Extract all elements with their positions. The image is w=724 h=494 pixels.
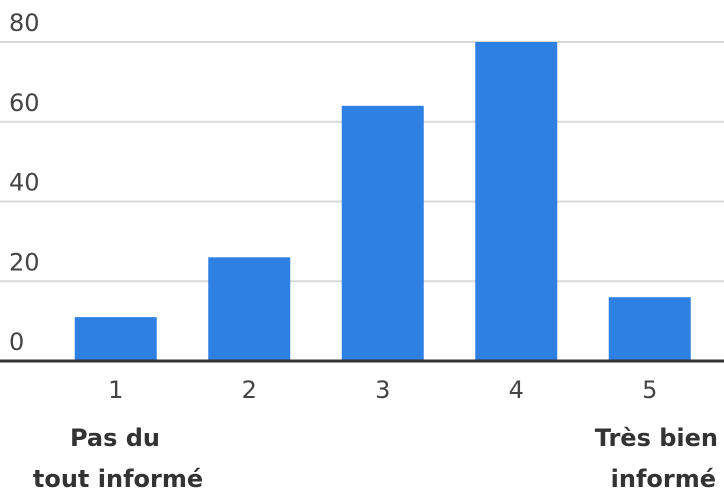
- bar-4: [475, 42, 558, 361]
- x-tick-label: 3: [375, 376, 390, 404]
- scale-low-label-line1: Pas du: [70, 424, 160, 452]
- scale-end-labels: Pas du tout informé Très bien informé: [33, 424, 718, 493]
- x-tick-label: 4: [509, 376, 524, 404]
- x-tick-label: 5: [642, 376, 657, 404]
- x-axis-ticks: 1 2 3 4 5: [108, 376, 657, 404]
- y-axis-ticks: 0 20 40 60 80: [9, 9, 40, 356]
- y-tick-label: 60: [9, 89, 40, 117]
- scale-high-label-line2: informé: [611, 465, 716, 493]
- bar-2: [208, 257, 291, 361]
- y-tick-label: 80: [9, 9, 40, 37]
- bar-3: [341, 105, 424, 361]
- scale-high-label-line1: Très bien: [595, 424, 718, 452]
- bar-5: [608, 297, 691, 361]
- x-tick-label: 2: [242, 376, 257, 404]
- scale-low-label-line2: tout informé: [33, 465, 203, 493]
- y-tick-label: 20: [9, 248, 40, 276]
- y-tick-label: 0: [9, 328, 24, 356]
- bar-1: [74, 317, 157, 361]
- y-tick-label: 40: [9, 169, 40, 197]
- bars: [74, 42, 691, 361]
- x-tick-label: 1: [108, 376, 123, 404]
